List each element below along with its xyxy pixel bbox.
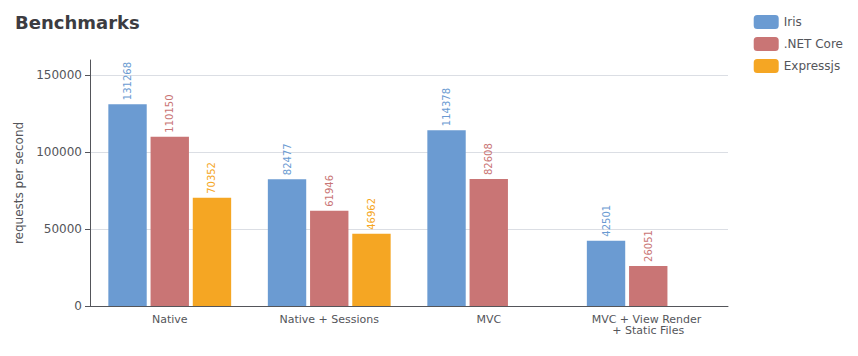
svg-text:requests per second: requests per second [12, 122, 26, 244]
svg-text:82477: 82477 [282, 143, 293, 175]
svg-text:26051: 26051 [643, 230, 654, 262]
svg-text:131268: 131268 [122, 62, 133, 100]
svg-text:150000: 150000 [36, 68, 82, 82]
svg-text:MVC + View Render: MVC + View Render [591, 313, 705, 326]
svg-text:70352: 70352 [206, 162, 217, 194]
svg-text:Benchmarks: Benchmarks [15, 12, 140, 33]
svg-text:0: 0 [74, 299, 82, 313]
svg-text:50000: 50000 [44, 222, 82, 236]
svg-text:46962: 46962 [366, 198, 377, 230]
svg-text:110150: 110150 [164, 94, 175, 132]
svg-text:100000: 100000 [36, 145, 82, 159]
svg-text:+ Static Files: + Static Files [612, 324, 684, 337]
svg-text:Iris: Iris [784, 15, 802, 29]
svg-text:Native: Native [152, 313, 188, 326]
svg-text:82608: 82608 [483, 143, 494, 175]
svg-text:42501: 42501 [601, 205, 612, 237]
svg-text:.NET Core: .NET Core [784, 37, 843, 51]
svg-text:Expressjs: Expressjs [784, 59, 840, 73]
svg-text:114378: 114378 [441, 88, 452, 126]
svg-text:Native + Sessions: Native + Sessions [279, 313, 379, 326]
svg-text:61946: 61946 [324, 175, 335, 207]
svg-text:MVC: MVC [476, 313, 501, 326]
